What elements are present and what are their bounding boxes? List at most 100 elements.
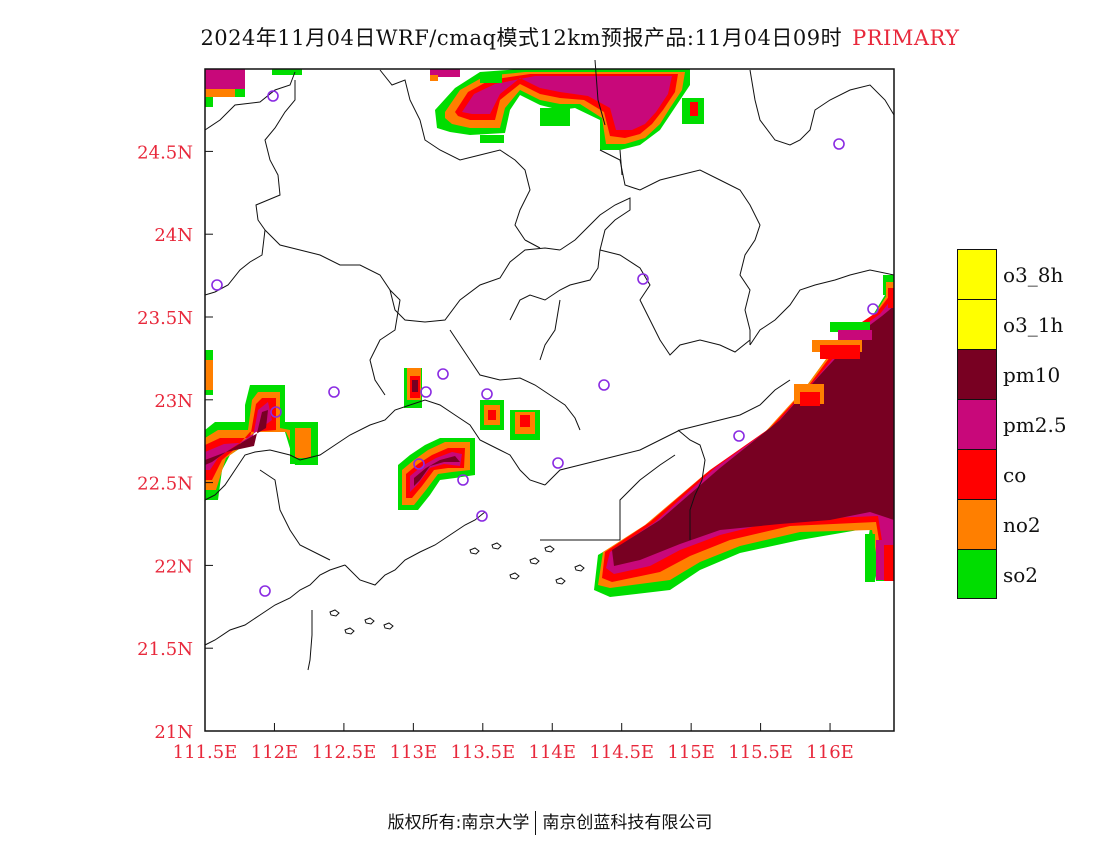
legend-swatch — [957, 299, 997, 349]
lon-tick-label: 115E — [667, 742, 715, 763]
footer-copyright: 版权所有:南京大学 — [387, 813, 530, 833]
station-marker — [637, 273, 649, 285]
lon-tick-label: 113.5E — [450, 742, 515, 763]
pollutant-cell — [412, 380, 418, 392]
legend-swatch — [957, 499, 997, 549]
monitoring-stations — [211, 90, 879, 597]
station-marker — [437, 368, 449, 380]
boundary-line — [619, 149, 623, 176]
lat-tick-label: 23.5N — [137, 308, 193, 329]
lon-tick-label: 113E — [390, 742, 438, 763]
island-outline — [555, 577, 566, 585]
pollutant-cell — [272, 69, 302, 75]
boundary-line — [599, 249, 751, 356]
legend-label: pm10 — [1003, 363, 1061, 387]
legend-swatch — [957, 349, 997, 399]
footer-separator — [535, 811, 537, 835]
boundary-line — [540, 454, 676, 541]
lon-tick-label: 112E — [251, 742, 299, 763]
map-frame — [204, 68, 895, 732]
pollutant-cell — [205, 69, 245, 89]
boundary-line — [264, 229, 561, 323]
station-marker — [481, 388, 493, 400]
boundary-line — [544, 379, 791, 486]
boundary-line — [259, 469, 331, 561]
legend-label: pm2.5 — [1003, 413, 1067, 437]
island-outline — [574, 564, 585, 572]
legend-swatch — [957, 549, 997, 599]
boundary-line — [594, 59, 606, 126]
station-marker — [457, 474, 469, 486]
boundary-line — [409, 399, 546, 486]
lon-tick-label: 114.5E — [589, 742, 654, 763]
station-marker — [270, 406, 282, 418]
pollutant-cell — [876, 540, 884, 580]
boundary-line — [204, 404, 411, 501]
legend-label: no2 — [1003, 513, 1041, 537]
pollutant-cell — [820, 345, 860, 359]
pollutant-cell — [430, 69, 460, 77]
boundary-line — [307, 610, 313, 671]
legend-swatch — [957, 249, 997, 299]
pollutant-cell — [830, 322, 870, 332]
lat-tick-label: 22.5N — [137, 474, 193, 495]
region-boundaries — [204, 59, 895, 671]
pollutant-grid — [205, 69, 894, 597]
lat-tick-label: 23N — [154, 391, 193, 412]
pollutant-cell — [235, 89, 245, 97]
boundary-line — [344, 511, 486, 586]
island-outline — [469, 547, 480, 555]
pollutant-region — [414, 456, 460, 486]
pollutant-cell — [205, 360, 213, 390]
pollutant-cell — [205, 89, 245, 97]
lon-tick-label: 114E — [529, 742, 577, 763]
boundary-line — [599, 149, 761, 345]
station-marker — [476, 510, 488, 522]
legend-label: so2 — [1003, 563, 1039, 587]
pollutant-cell — [865, 534, 875, 582]
island-outline — [529, 557, 540, 565]
lat-tick-label: 24N — [154, 225, 193, 246]
island-outline — [383, 622, 394, 630]
boundary-line — [204, 80, 296, 296]
pollutant-cell — [480, 73, 502, 83]
pollutant-region — [205, 410, 268, 465]
legend-label: co — [1003, 463, 1027, 487]
pollutant-cell — [488, 410, 496, 420]
legend-swatch — [957, 449, 997, 499]
pollutant-region — [462, 76, 672, 130]
footer: 版权所有:南京大学 南京创蓝科技有限公司 — [0, 808, 1100, 835]
boundary-line — [749, 69, 895, 146]
lat-tick-label: 24.5N — [137, 142, 193, 163]
station-marker — [733, 430, 745, 442]
boundary-line — [539, 299, 561, 361]
boundary-line — [677, 429, 706, 540]
station-marker — [833, 138, 845, 150]
station-marker — [413, 458, 425, 470]
boundary-line — [204, 564, 346, 646]
footer-company: 南京创蓝科技有限公司 — [542, 813, 713, 833]
lat-tick-label: 21.5N — [137, 639, 193, 660]
lat-tick-label: 22N — [154, 556, 193, 577]
pollutant-cell — [690, 102, 698, 116]
lon-tick-label: 111.5E — [173, 742, 238, 763]
station-marker — [420, 386, 432, 398]
pollutant-region — [612, 306, 894, 566]
pollutant-cell — [430, 75, 438, 81]
island-outline — [364, 617, 375, 625]
island-outline — [491, 542, 502, 550]
island-outline — [344, 627, 355, 635]
pollutant-cell — [888, 288, 894, 308]
pollutant-cell — [520, 415, 530, 427]
station-marker — [267, 90, 279, 102]
boundary-line — [749, 269, 895, 346]
legend-swatch — [957, 399, 997, 449]
map-title: 2024年11月04日WRF/cmaq模式12km预报产品:11月04日09时 P… — [0, 22, 1100, 52]
legend-label: o3_1h — [1003, 313, 1064, 337]
title-pollutant: PRIMARY — [852, 26, 960, 50]
boundary-line — [369, 289, 401, 396]
island-outline — [544, 545, 555, 553]
lat-tick-label: 21N — [154, 722, 193, 743]
